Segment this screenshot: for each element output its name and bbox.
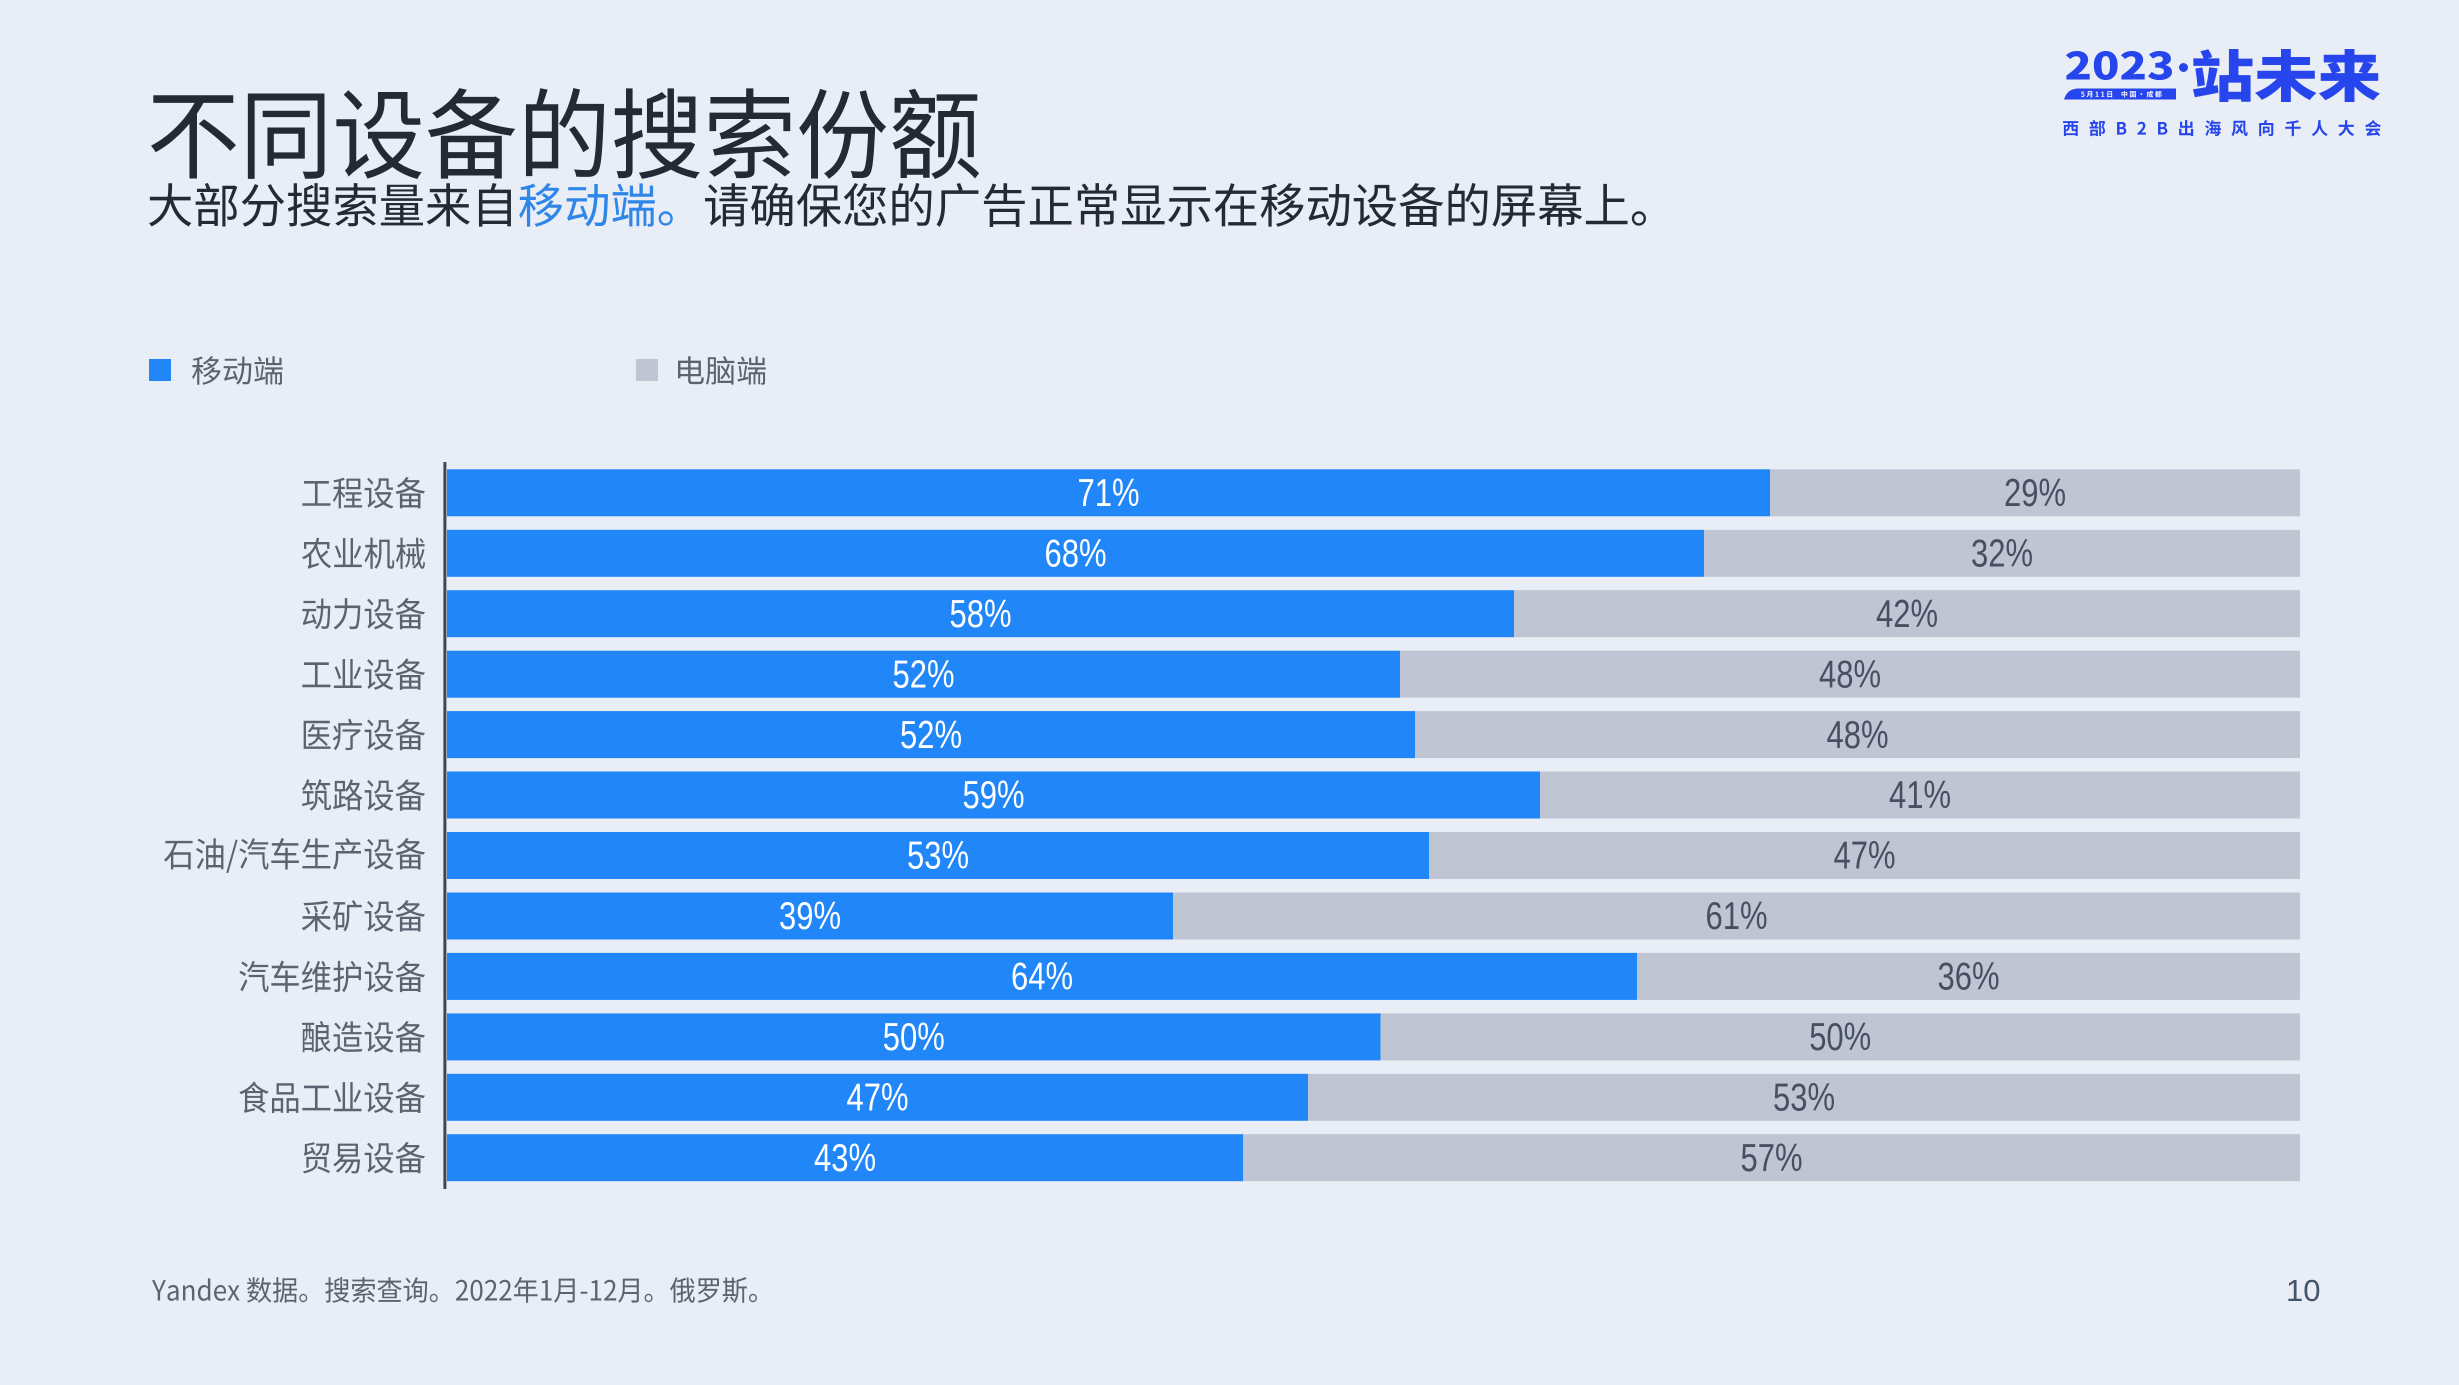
svg-text:47%: 47%	[1834, 835, 1896, 878]
svg-text:58%: 58%	[950, 593, 1012, 636]
svg-text:43%: 43%	[814, 1137, 876, 1180]
svg-text:50%: 50%	[1809, 1016, 1871, 1059]
svg-text:53%: 53%	[1773, 1077, 1835, 1120]
svg-text:36%: 36%	[1938, 956, 2000, 999]
svg-text:52%: 52%	[893, 653, 955, 696]
svg-text:48%: 48%	[1827, 714, 1889, 757]
svg-text:39%: 39%	[779, 895, 841, 938]
svg-text:32%: 32%	[1971, 533, 2033, 576]
svg-text:10: 10	[2286, 1273, 2320, 1308]
svg-text:61%: 61%	[1706, 895, 1768, 938]
svg-text:48%: 48%	[1819, 653, 1881, 696]
svg-text:47%: 47%	[847, 1077, 909, 1120]
svg-text:68%: 68%	[1045, 533, 1107, 576]
svg-text:64%: 64%	[1011, 956, 1073, 999]
svg-text:57%: 57%	[1741, 1137, 1803, 1180]
svg-text:71%: 71%	[1078, 472, 1140, 515]
svg-text:41%: 41%	[1889, 774, 1951, 817]
svg-text:53%: 53%	[907, 835, 969, 878]
svg-text:52%: 52%	[900, 714, 962, 757]
svg-text:42%: 42%	[1876, 593, 1938, 636]
svg-text:29%: 29%	[2004, 472, 2066, 515]
svg-text:59%: 59%	[963, 774, 1025, 817]
svg-text:50%: 50%	[883, 1016, 945, 1059]
